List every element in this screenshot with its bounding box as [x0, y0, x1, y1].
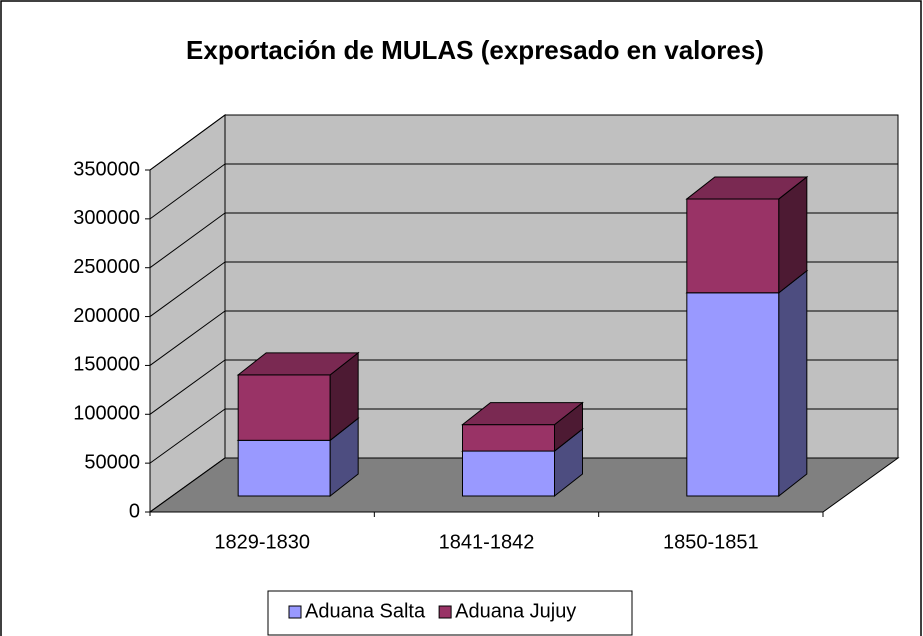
y-tick-label: 200000 [73, 305, 140, 327]
bar-front [237, 374, 331, 441]
bar-front [462, 450, 555, 497]
chart-title: Exportación de MULAS (expresado en valor… [186, 35, 764, 65]
grid-line [149, 163, 226, 220]
y-tick-label: 100000 [73, 403, 140, 425]
y-tick-label: 150000 [73, 354, 140, 376]
bar-side [778, 269, 808, 498]
legend-label: Aduana Salta [305, 600, 426, 622]
x-tick-label: 1850-1851 [663, 531, 759, 553]
grid-line [149, 212, 226, 269]
grid-line [149, 359, 226, 415]
bar-front [686, 292, 780, 497]
legend: Aduana Salta Aduana Jujuy [267, 590, 633, 636]
side-wall [149, 114, 226, 513]
grid-line [149, 114, 226, 171]
grid-line [149, 261, 226, 317]
y-tick-label: 350000 [73, 158, 140, 180]
y-tick-label: 50000 [84, 451, 140, 473]
bar-top [236, 352, 360, 376]
grid-line [149, 310, 226, 366]
grid-line [149, 408, 226, 464]
y-tick-label: 300000 [73, 207, 140, 229]
bar-top [461, 402, 584, 426]
bar-top [685, 176, 809, 200]
y-tick-label: 0 [129, 500, 140, 522]
grid-line [149, 457, 226, 513]
legend-swatch [438, 605, 452, 619]
legend-label: Aduana Jujuy [455, 600, 576, 622]
y-tick-label: 250000 [73, 256, 140, 278]
bar-front [462, 424, 555, 452]
bar-front [686, 198, 780, 294]
legend-swatch [288, 605, 302, 619]
bar-front [237, 439, 331, 497]
x-tick-label: 1829-1830 [214, 531, 310, 553]
x-tick-label: 1841-1842 [439, 531, 535, 553]
